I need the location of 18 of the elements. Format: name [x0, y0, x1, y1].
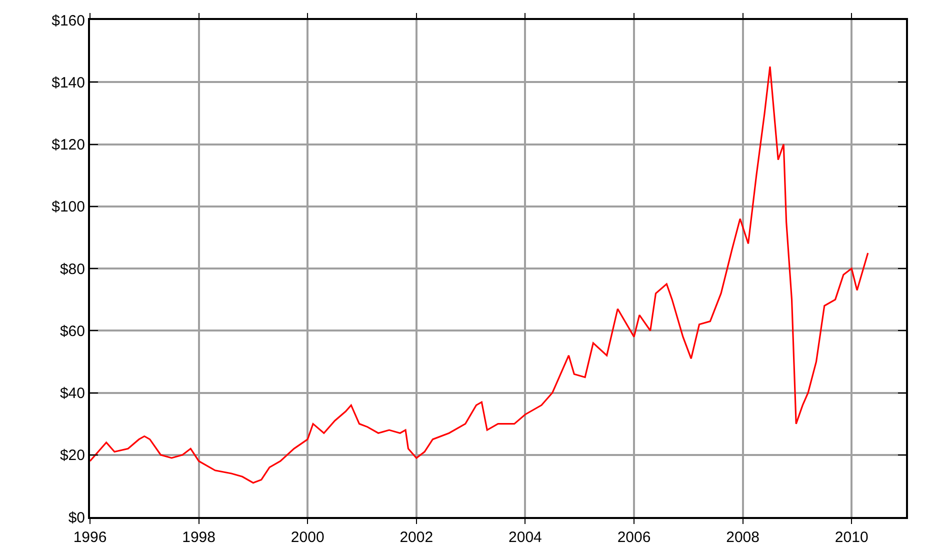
x-tick-label: 2004 [508, 529, 542, 546]
y-tick-label: $100 [52, 198, 85, 216]
x-tick-label: 1996 [73, 529, 107, 546]
x-tick-label: 2008 [726, 529, 760, 546]
y-tick-label: $160 [52, 12, 85, 30]
x-tick-label: 2010 [834, 529, 868, 546]
y-tick-label: $40 [60, 385, 85, 402]
line-series [90, 66, 869, 484]
x-tick-label: 2006 [617, 529, 651, 546]
y-tick-label: $120 [52, 136, 85, 154]
y-tick-label: $60 [60, 322, 85, 340]
y-tick-label: $20 [60, 447, 85, 464]
y-tick-label: $80 [60, 260, 85, 278]
y-tick-label: $0 [68, 509, 85, 526]
y-tick-label: $140 [52, 74, 85, 92]
x-tick-label: 1998 [182, 529, 216, 546]
x-tick-label: 2000 [290, 529, 324, 546]
x-tick-label: 2002 [400, 529, 434, 546]
